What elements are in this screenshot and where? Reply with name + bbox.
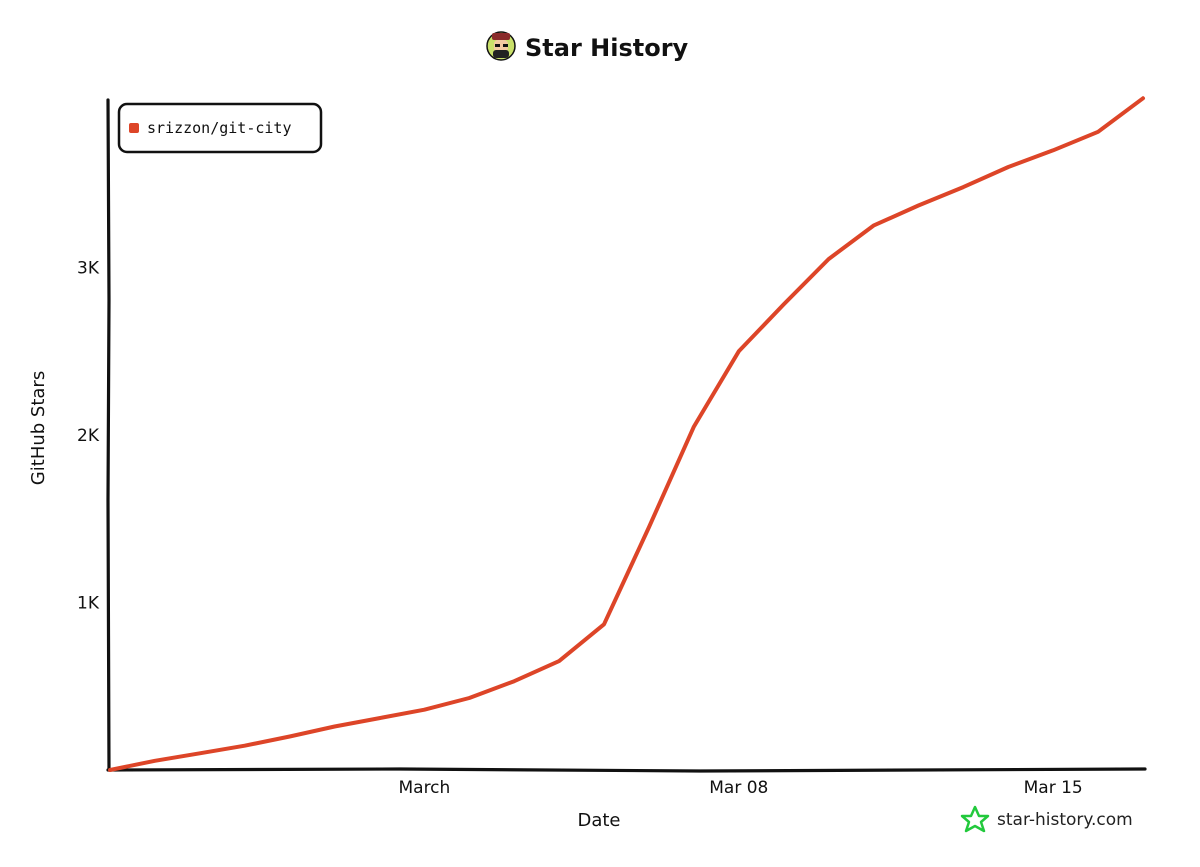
x-axis-label: Date: [577, 810, 620, 831]
y-axis-line: [106, 98, 111, 772]
legend: srizzon/git-city: [117, 102, 323, 154]
avatar-face-icon: [486, 31, 516, 61]
y-tick-label-2: 3K: [77, 259, 100, 279]
x-axis-ticks: March Mar 08 Mar 15: [398, 778, 1082, 798]
star-outline-icon: [960, 805, 990, 833]
legend-swatch: [129, 123, 139, 133]
chart-header: Star History: [486, 31, 689, 62]
watermark-text: star-history.com: [997, 810, 1133, 830]
y-axis-label: GitHub Stars: [28, 371, 49, 485]
series-line-git-city: [108, 96, 1145, 772]
y-tick-label-1: 2K: [77, 426, 100, 446]
y-tick-label-0: 1K: [77, 594, 100, 614]
watermark: star-history.com: [960, 805, 1133, 833]
series-points: [110, 98, 1143, 770]
y-axis-ticks: 1K 2K 3K: [77, 259, 100, 614]
chart-title: Star History: [525, 34, 689, 62]
x-tick-label-2: Mar 15: [1024, 778, 1083, 798]
legend-entry: srizzon/git-city: [147, 119, 292, 137]
x-tick-label-0: March: [398, 778, 450, 798]
x-axis-line: [106, 767, 1147, 773]
x-tick-label-1: Mar 08: [709, 778, 768, 798]
